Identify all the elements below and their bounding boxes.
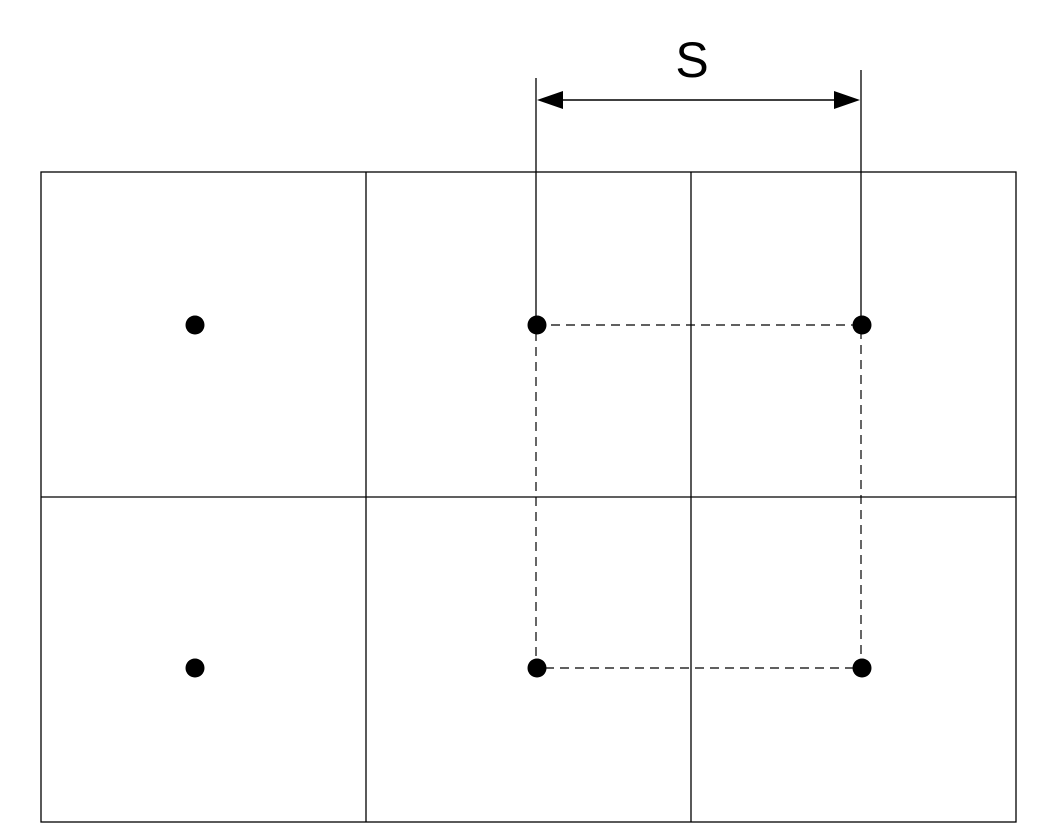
- point-right-top: [852, 315, 872, 335]
- point-middle-bottom: [527, 658, 547, 678]
- dimension-label: S: [675, 32, 708, 88]
- point-left-bottom: [185, 658, 205, 678]
- point-left-top: [185, 315, 205, 335]
- dashed-spacing-rectangle: [535, 324, 862, 669]
- point-right-bottom: [852, 658, 872, 678]
- dimension-arrowhead-right: [834, 91, 860, 109]
- point-middle-top: [527, 315, 547, 335]
- dimension-arrowhead-left: [537, 91, 563, 109]
